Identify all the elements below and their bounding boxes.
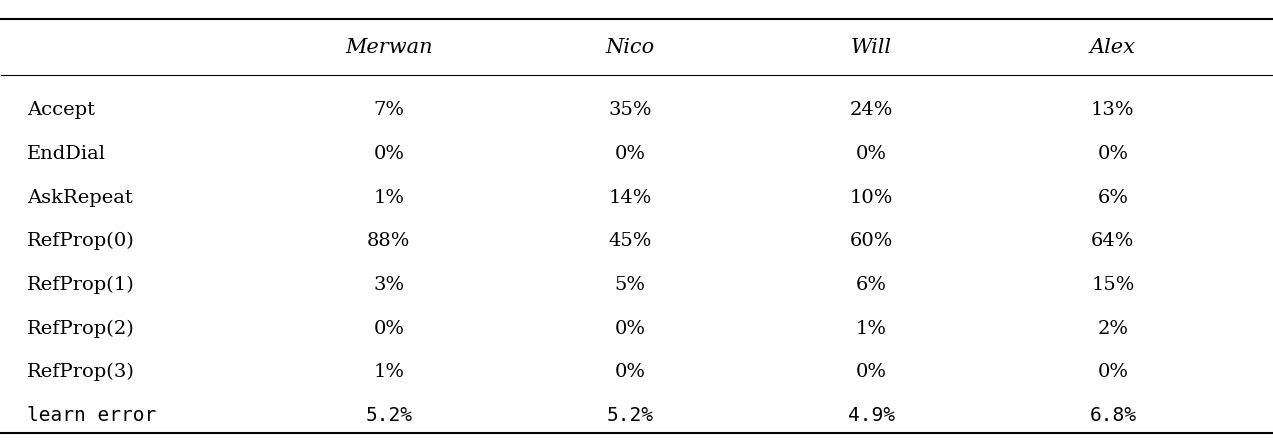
Text: 5%: 5% [615, 276, 645, 294]
Text: 0%: 0% [1097, 145, 1128, 163]
Text: 5.2%: 5.2% [365, 406, 412, 426]
Text: 0%: 0% [855, 363, 887, 381]
Text: 24%: 24% [850, 101, 894, 120]
Text: learn error: learn error [27, 406, 157, 426]
Text: 6.8%: 6.8% [1090, 406, 1137, 426]
Text: 0%: 0% [615, 363, 645, 381]
Text: 0%: 0% [855, 145, 887, 163]
Text: 64%: 64% [1091, 233, 1134, 250]
Text: 1%: 1% [373, 363, 405, 381]
Text: 35%: 35% [608, 101, 652, 120]
Text: Nico: Nico [606, 38, 654, 56]
Text: EndDial: EndDial [27, 145, 106, 163]
Text: 5.2%: 5.2% [607, 406, 653, 426]
Text: 0%: 0% [615, 145, 645, 163]
Text: Alex: Alex [1090, 38, 1136, 56]
Text: 0%: 0% [615, 319, 645, 338]
Text: Merwan: Merwan [345, 38, 433, 56]
Text: 6%: 6% [1097, 189, 1128, 207]
Text: 0%: 0% [373, 319, 405, 338]
Text: 14%: 14% [608, 189, 652, 207]
Text: 1%: 1% [373, 189, 405, 207]
Text: 1%: 1% [855, 319, 887, 338]
Text: 13%: 13% [1091, 101, 1134, 120]
Text: RefProp(1): RefProp(1) [27, 276, 135, 294]
Text: 0%: 0% [373, 145, 405, 163]
Text: RefProp(3): RefProp(3) [27, 363, 135, 381]
Text: 3%: 3% [373, 276, 405, 294]
Text: 88%: 88% [367, 233, 410, 250]
Text: RefProp(2): RefProp(2) [27, 319, 135, 338]
Text: 45%: 45% [608, 233, 652, 250]
Text: 2%: 2% [1097, 319, 1128, 338]
Text: Will: Will [850, 38, 892, 56]
Text: RefProp(0): RefProp(0) [27, 232, 135, 250]
Text: 7%: 7% [373, 101, 405, 120]
Text: 4.9%: 4.9% [848, 406, 895, 426]
Text: 6%: 6% [855, 276, 887, 294]
Text: 60%: 60% [850, 233, 894, 250]
Text: 10%: 10% [850, 189, 894, 207]
Text: Accept: Accept [27, 101, 94, 120]
Text: AskRepeat: AskRepeat [27, 189, 132, 207]
Text: 0%: 0% [1097, 363, 1128, 381]
Text: 15%: 15% [1091, 276, 1134, 294]
